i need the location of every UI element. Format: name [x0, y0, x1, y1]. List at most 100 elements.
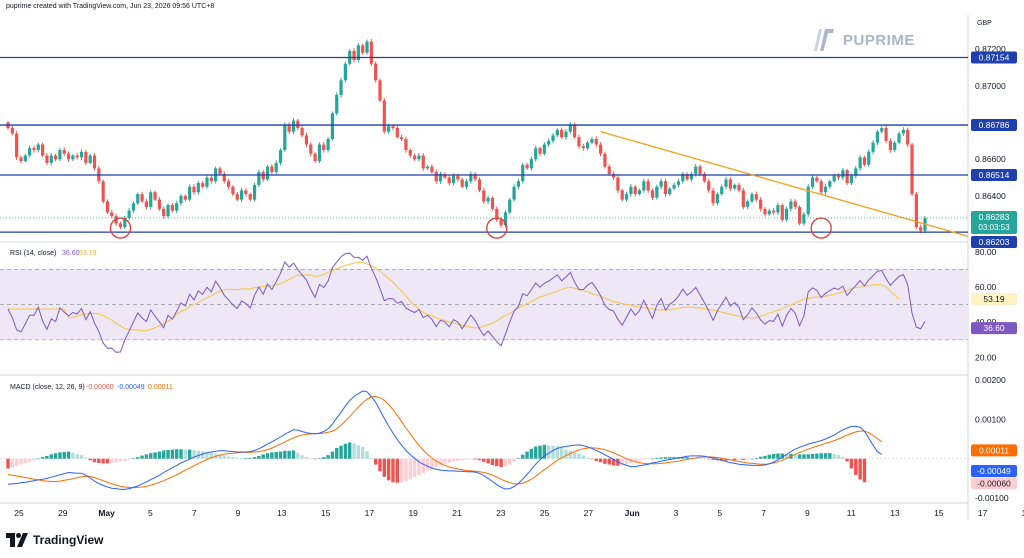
macd-tick-0: 0.00200: [975, 375, 1006, 385]
candle-body: [92, 155, 97, 169]
candle-body: [845, 170, 849, 184]
candle: [382, 98, 386, 134]
candle: [581, 143, 585, 151]
candle-body: [123, 217, 127, 228]
candle: [893, 140, 897, 153]
candle: [477, 177, 482, 193]
candle-body: [36, 144, 40, 151]
candle-body: [53, 155, 58, 160]
candle-body: [395, 128, 399, 138]
macd-histogram-bar: [343, 443, 348, 459]
macd-histogram-bar: [378, 458, 382, 472]
candle-body: [19, 157, 23, 162]
candle: [201, 181, 205, 189]
candle-body: [875, 131, 880, 143]
candle-body: [819, 181, 823, 193]
macd-histogram-bar: [110, 458, 114, 464]
candle-body: [140, 194, 144, 202]
macd-histogram-bar: [317, 458, 322, 459]
candle-body: [862, 157, 867, 165]
candle-body: [564, 131, 568, 138]
candle: [901, 127, 905, 136]
candle-body: [41, 144, 45, 156]
macd-histogram-bar: [170, 449, 175, 459]
candle: [810, 175, 815, 190]
candle: [711, 188, 715, 206]
candle: [733, 183, 737, 191]
candle: [105, 199, 110, 215]
candle: [871, 140, 875, 155]
candle-body: [759, 199, 763, 209]
candle-body: [300, 128, 304, 136]
candle: [516, 178, 521, 190]
candle-body: [560, 129, 564, 138]
candle: [845, 168, 849, 186]
candle: [495, 206, 499, 222]
macd-histogram-bar: [369, 458, 374, 459]
candle-body: [226, 181, 231, 187]
candle-body: [642, 181, 646, 191]
candle: [404, 136, 408, 153]
macd-histogram-bar: [849, 458, 854, 469]
candle: [110, 209, 114, 219]
candle: [412, 153, 417, 161]
candle: [512, 184, 516, 202]
candle: [226, 178, 231, 190]
candle: [335, 92, 339, 116]
candle: [257, 169, 261, 188]
candle: [763, 206, 767, 217]
last-price-tag-bg: [971, 210, 1017, 234]
tradingview-footer: TradingView: [6, 533, 103, 547]
chart-caption: puprime created with TradingView.com, Ju…: [6, 3, 215, 10]
macd-histogram-bar: [14, 458, 19, 467]
candle-body: [274, 162, 278, 173]
candle-body: [447, 177, 451, 184]
macd-histogram-bar: [836, 454, 841, 459]
candle-body: [590, 139, 594, 143]
candle-body: [516, 181, 521, 187]
candle-body: [473, 173, 477, 180]
candle: [88, 153, 92, 165]
macd-histogram-bar: [469, 458, 473, 460]
candle-body: [499, 219, 503, 226]
candle-body: [659, 181, 663, 187]
candle: [300, 125, 304, 138]
macd-histogram-bar: [581, 455, 585, 459]
macd-histogram-bar: [711, 458, 715, 460]
candle-body: [880, 128, 884, 132]
candle-body: [28, 148, 32, 156]
candle-body: [356, 45, 360, 61]
macd-histogram-bar: [330, 451, 335, 459]
macd-histogram-bar: [196, 450, 201, 459]
macd-histogram-bar: [482, 458, 486, 462]
candle: [746, 199, 750, 210]
candle: [590, 137, 594, 145]
candle-body: [512, 186, 516, 200]
candle: [529, 156, 533, 171]
candle-body: [188, 186, 192, 200]
x-axis-label: 19: [1022, 508, 1024, 518]
candle: [789, 198, 793, 212]
x-axis-label: 21: [452, 508, 462, 518]
rsi-tick-3: 20.00: [975, 352, 997, 362]
rsi-line: [7, 252, 926, 353]
candle-body: [919, 227, 923, 231]
puprime-watermark: PUPRIME: [812, 27, 915, 53]
candle: [823, 184, 828, 195]
macd-histogram-bar: [633, 458, 637, 462]
candle-body: [352, 50, 356, 61]
candle: [36, 142, 40, 153]
macd-signal-line: [7, 395, 882, 489]
candle: [356, 43, 360, 63]
candle-body: [663, 181, 668, 195]
candle: [118, 221, 123, 230]
candle: [754, 191, 758, 202]
macd-histogram-bar: [447, 458, 451, 463]
support-touch-circle: [810, 217, 832, 239]
macd-histogram-bar: [408, 458, 412, 480]
candle-body: [906, 129, 910, 145]
candle-body: [326, 139, 330, 151]
macd-histogram-bar: [624, 458, 629, 465]
candle-body: [261, 172, 265, 180]
